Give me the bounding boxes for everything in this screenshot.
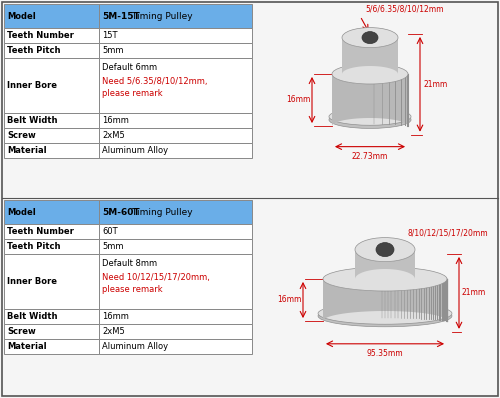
Ellipse shape bbox=[332, 64, 408, 84]
Text: Inner Bore: Inner Bore bbox=[7, 81, 57, 90]
Text: 16mm: 16mm bbox=[102, 116, 130, 125]
Text: Teeth Number: Teeth Number bbox=[7, 227, 74, 236]
Bar bbox=[100, 339, 252, 354]
Bar bbox=[100, 200, 252, 224]
Text: 2xM5: 2xM5 bbox=[102, 131, 125, 140]
Text: 22.73mm: 22.73mm bbox=[352, 152, 388, 161]
Text: 60T: 60T bbox=[102, 227, 118, 236]
Bar bbox=[100, 59, 252, 113]
Text: 21mm: 21mm bbox=[462, 289, 486, 297]
Bar bbox=[4, 254, 100, 309]
Text: Timing Pulley: Timing Pulley bbox=[130, 12, 193, 21]
Bar bbox=[4, 143, 100, 158]
Polygon shape bbox=[355, 250, 415, 279]
Text: 5/6/6.35/8/10/12mm: 5/6/6.35/8/10/12mm bbox=[365, 5, 444, 14]
Bar bbox=[100, 324, 252, 339]
Bar bbox=[100, 309, 252, 324]
Bar bbox=[100, 28, 252, 43]
Text: Teeth Number: Teeth Number bbox=[7, 31, 74, 40]
Text: 5mm: 5mm bbox=[102, 242, 124, 252]
Text: 15T: 15T bbox=[102, 31, 118, 40]
Text: 5M-15T: 5M-15T bbox=[102, 12, 140, 21]
Bar bbox=[4, 28, 100, 43]
Text: Material: Material bbox=[7, 342, 46, 351]
Text: Model: Model bbox=[7, 12, 36, 21]
Ellipse shape bbox=[329, 111, 411, 129]
Bar bbox=[4, 239, 100, 254]
Bar bbox=[4, 4, 100, 28]
Bar bbox=[4, 59, 100, 113]
Bar bbox=[100, 4, 252, 28]
Text: 8/10/12/15/17/20mm: 8/10/12/15/17/20mm bbox=[407, 228, 488, 237]
Bar bbox=[100, 128, 252, 143]
Bar bbox=[4, 339, 100, 354]
Ellipse shape bbox=[362, 31, 378, 44]
Ellipse shape bbox=[355, 238, 415, 261]
Text: 2xM5: 2xM5 bbox=[102, 327, 125, 336]
Polygon shape bbox=[332, 74, 408, 126]
Text: Model: Model bbox=[7, 208, 36, 217]
Bar bbox=[100, 239, 252, 254]
Text: Teeth Pitch: Teeth Pitch bbox=[7, 47, 60, 55]
Polygon shape bbox=[323, 279, 447, 321]
Bar bbox=[4, 324, 100, 339]
Ellipse shape bbox=[376, 243, 394, 257]
Ellipse shape bbox=[318, 302, 452, 324]
Text: Aluminum Alloy: Aluminum Alloy bbox=[102, 342, 168, 351]
Text: 95.35mm: 95.35mm bbox=[366, 349, 404, 358]
Ellipse shape bbox=[323, 267, 447, 291]
Bar bbox=[100, 143, 252, 158]
Text: Material: Material bbox=[7, 146, 46, 155]
Text: Timing Pulley: Timing Pulley bbox=[130, 208, 193, 217]
Text: Belt Width: Belt Width bbox=[7, 116, 58, 125]
Text: 5mm: 5mm bbox=[102, 47, 124, 55]
Bar bbox=[100, 254, 252, 309]
Text: Screw: Screw bbox=[7, 131, 36, 140]
Bar bbox=[100, 224, 252, 239]
Bar bbox=[4, 43, 100, 59]
Bar bbox=[4, 309, 100, 324]
Bar bbox=[4, 224, 100, 239]
Bar bbox=[100, 113, 252, 128]
Text: Teeth Pitch: Teeth Pitch bbox=[7, 242, 60, 252]
Bar bbox=[4, 113, 100, 128]
Text: 16mm: 16mm bbox=[102, 312, 130, 321]
Text: Inner Bore: Inner Bore bbox=[7, 277, 57, 286]
Ellipse shape bbox=[329, 108, 411, 125]
Text: 16mm: 16mm bbox=[278, 295, 302, 304]
Polygon shape bbox=[342, 37, 398, 74]
Text: Belt Width: Belt Width bbox=[7, 312, 58, 321]
Text: Aluminum Alloy: Aluminum Alloy bbox=[102, 146, 168, 155]
Text: Default 6mm: Default 6mm bbox=[102, 63, 158, 72]
Bar bbox=[100, 43, 252, 59]
Text: Need 5/6.35/8/10/12mm,
please remark: Need 5/6.35/8/10/12mm, please remark bbox=[102, 77, 208, 98]
Ellipse shape bbox=[318, 305, 452, 327]
Text: Screw: Screw bbox=[7, 327, 36, 336]
Text: 21mm: 21mm bbox=[423, 80, 448, 89]
Text: Need 10/12/15/17/20mm,
please remark: Need 10/12/15/17/20mm, please remark bbox=[102, 273, 210, 294]
Text: Default 8mm: Default 8mm bbox=[102, 259, 158, 268]
Ellipse shape bbox=[342, 27, 398, 48]
Text: 16mm: 16mm bbox=[286, 96, 311, 105]
Bar bbox=[4, 200, 100, 224]
Bar bbox=[4, 128, 100, 143]
Text: 5M-60T: 5M-60T bbox=[102, 208, 140, 217]
